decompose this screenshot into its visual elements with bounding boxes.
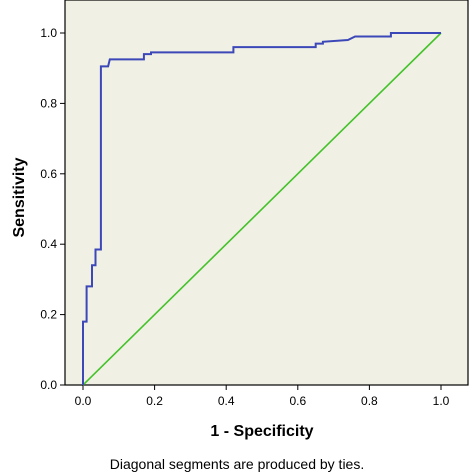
- x-tick-label: 0.0: [75, 394, 92, 408]
- y-tick-label: 0.4: [40, 237, 57, 251]
- y-axis-title: Sensitivity: [11, 157, 28, 237]
- x-axis-title: 1 - Specificity: [210, 423, 313, 440]
- x-tick-label: 1.0: [433, 394, 450, 408]
- plot-area: [64, 0, 469, 386]
- y-tick-label: 0.0: [40, 378, 57, 392]
- chart-footnote: Diagonal segments are produced by ties.: [110, 456, 364, 472]
- y-tick-label: 0.2: [40, 308, 57, 322]
- x-tick-label: 0.8: [361, 394, 378, 408]
- x-tick-label: 0.2: [146, 394, 163, 408]
- y-tick-label: 0.8: [40, 96, 57, 110]
- roc-curve-line: [82, 32, 441, 385]
- x-tick-label: 0.4: [218, 394, 235, 408]
- y-axis-ticks: 0.0 0.2 0.4 0.6 0.8 1.0: [40, 26, 65, 392]
- reference-diagonal-line: [82, 32, 442, 386]
- x-tick-label: 0.6: [289, 394, 306, 408]
- y-tick-label: 1.0: [40, 26, 57, 40]
- series-layer: [82, 32, 442, 386]
- y-tick-label: 0.6: [40, 167, 57, 181]
- x-axis-ticks: 0.0 0.2 0.4 0.6 0.8 1.0: [75, 385, 450, 408]
